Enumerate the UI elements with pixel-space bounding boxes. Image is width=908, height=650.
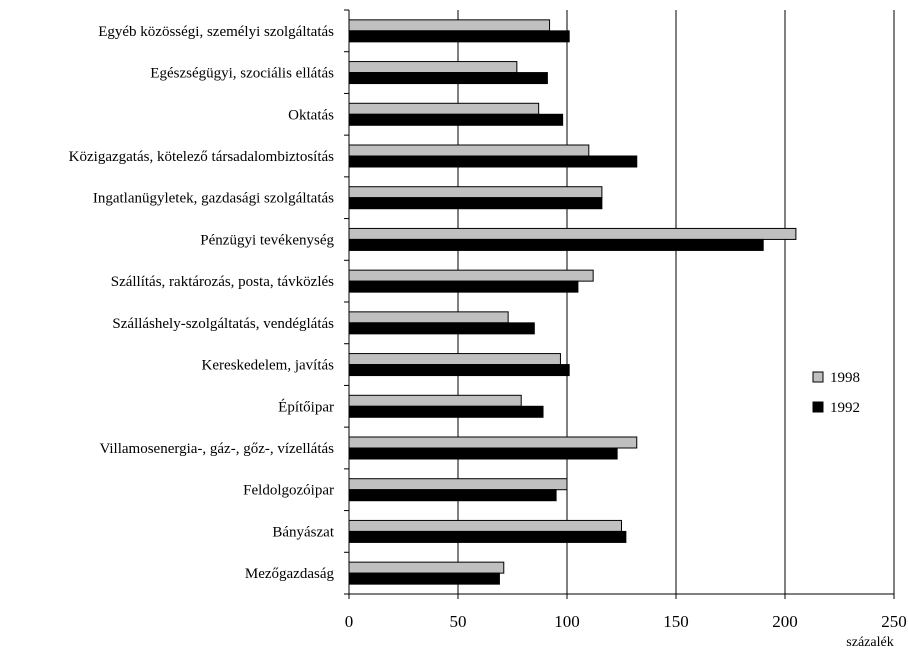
bar-1992 xyxy=(348,197,603,210)
category-label: Feldolgozóipar xyxy=(243,483,334,499)
category-label: Szálláshely-szolgáltatás, vendéglátás xyxy=(112,316,334,332)
x-tick-label: 150 xyxy=(663,612,689,631)
bar-1998 xyxy=(348,102,540,115)
bar-1998 xyxy=(348,436,638,449)
legend-label: 1998 xyxy=(830,370,860,386)
bar-1998 xyxy=(348,353,561,366)
plot-area xyxy=(349,10,894,594)
bar-1992 xyxy=(348,364,570,377)
category-labels: Egyéb közösségi, személyi szolgáltatás Eg… xyxy=(69,9,349,595)
bar-1992 xyxy=(348,30,570,43)
bar-1998 xyxy=(348,19,551,32)
category-label: Villamosenergia-, gáz-, gőz-, vízellátás xyxy=(99,441,334,457)
x-axis-label: százalék xyxy=(846,635,893,650)
bar-1998 xyxy=(348,227,797,240)
bars xyxy=(348,19,797,585)
category-label: Mezőgazdaság xyxy=(245,566,335,582)
bar-1998 xyxy=(348,61,518,74)
category-label: Oktatás xyxy=(288,107,334,123)
x-tick-label: 200 xyxy=(772,612,798,631)
bar-1992 xyxy=(348,572,500,585)
x-tick-label: 0 xyxy=(345,612,354,631)
x-tick-label: 50 xyxy=(450,612,467,631)
x-tick-label: 250 xyxy=(881,612,907,631)
bar-1992 xyxy=(348,405,544,418)
bar-1992 xyxy=(348,489,557,502)
legend-swatch-1992 xyxy=(812,401,824,413)
bar-1992 xyxy=(348,530,627,543)
category-label: Ingatlanügyletek, gazdasági szolgáltatás xyxy=(93,191,334,207)
bar-1998 xyxy=(348,519,622,532)
category-label: Pénzügyi tevékenység xyxy=(200,232,334,248)
legend-swatch-1998 xyxy=(812,371,824,383)
category-label: Szállítás, raktározás, posta, távközlés xyxy=(111,274,334,290)
bar-1992 xyxy=(348,322,535,335)
x-tick-labels: 0 50 100 150 200 250 xyxy=(345,594,907,631)
x-tick-label: 100 xyxy=(554,612,580,631)
bar-1998 xyxy=(348,269,594,282)
bar-1998 xyxy=(348,186,603,199)
category-label: Bányászat xyxy=(272,524,334,540)
bar-1998 xyxy=(348,394,522,407)
bar-1998 xyxy=(348,478,568,491)
bar-1992 xyxy=(348,72,548,85)
category-label: Egészségügyi, szociális ellátás xyxy=(150,66,334,82)
bar-1998 xyxy=(348,144,590,157)
legend: 1998 1992 xyxy=(812,370,860,416)
bar-1992 xyxy=(348,238,764,251)
bar-1992 xyxy=(348,113,564,126)
legend-label: 1992 xyxy=(830,400,860,416)
bar-1992 xyxy=(348,447,618,460)
category-label: Kereskedelem, javítás xyxy=(202,358,335,374)
bar-1998 xyxy=(348,561,505,574)
bar-1992 xyxy=(348,280,579,293)
category-label: Egyéb közösségi, személyi szolgáltatás xyxy=(98,24,334,40)
bar-1992 xyxy=(348,155,638,168)
category-label: Építőipar xyxy=(278,398,334,415)
category-label: Közigazgatás, kötelező társadalombiztosí… xyxy=(69,149,334,165)
bar-1998 xyxy=(348,311,509,324)
